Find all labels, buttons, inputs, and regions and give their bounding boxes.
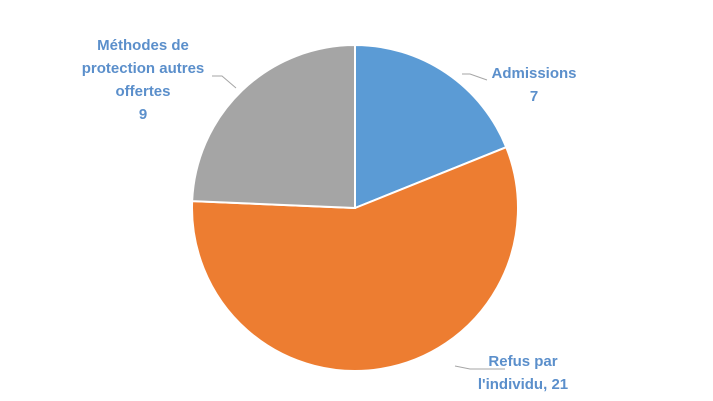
data-label-category: Refus par l'individu (478, 353, 558, 393)
leader-line (454, 365, 505, 370)
data-label-separator: , (543, 376, 551, 393)
leader-line (462, 73, 488, 81)
data-label-value: 21 (551, 376, 568, 393)
slice (191, 43, 356, 210)
pie (191, 43, 519, 372)
leader-line (212, 75, 237, 89)
data-label-value: 9 (139, 106, 147, 123)
data-label-category: Admissions (491, 65, 576, 82)
slice (354, 43, 508, 210)
slice (191, 145, 519, 372)
data-label-value: 7 (530, 88, 538, 105)
data-label-category: Méthodes de protection autres offertes (82, 37, 205, 100)
